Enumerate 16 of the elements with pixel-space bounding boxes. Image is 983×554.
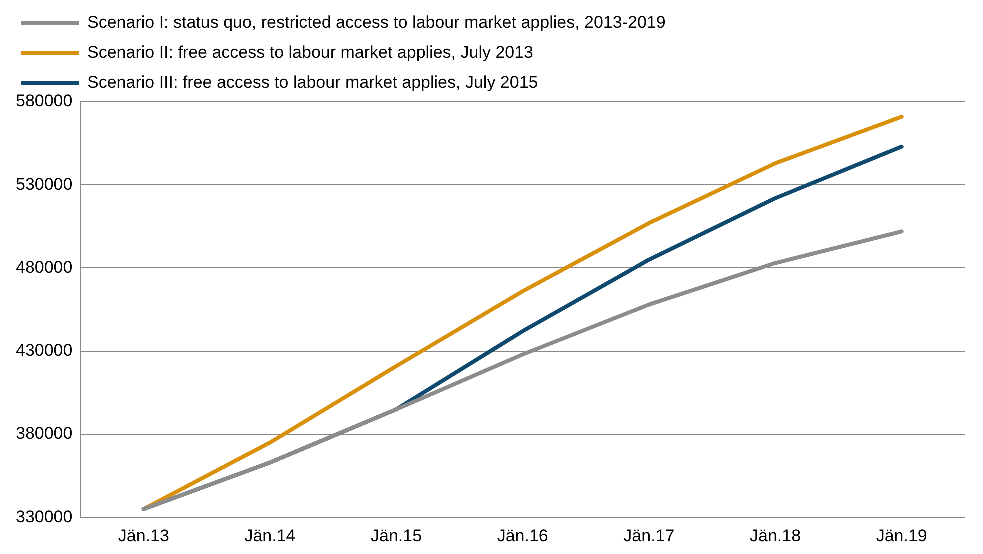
y-tick-label: 380000 (16, 424, 73, 444)
y-tick-label: 530000 (16, 174, 73, 194)
x-tick-label: Jän.16 (497, 526, 548, 546)
legend-label: Scenario I: status quo, restricted access to labour market applies, 2013-2019 (88, 13, 666, 32)
y-tick-label: 330000 (16, 507, 73, 526)
y-tick-label: 430000 (16, 341, 73, 360)
x-tick-label: Jän.13 (118, 526, 170, 546)
legend-label: Scenario III: free access to labour market applies, July 2015 (88, 73, 538, 92)
y-tick-label: 480000 (16, 258, 73, 277)
legend-label: Scenario II: free access to labour market applies, July 2013 (88, 43, 534, 62)
x-tick-label: Jän.19 (876, 526, 928, 546)
x-tick-label: Jän.15 (371, 526, 422, 546)
y-tick-label: 580000 (16, 92, 73, 111)
x-tick-label: Jän.18 (750, 526, 802, 546)
x-tick-label: Jän.14 (244, 526, 296, 546)
x-tick-label: Jän.17 (624, 526, 675, 546)
